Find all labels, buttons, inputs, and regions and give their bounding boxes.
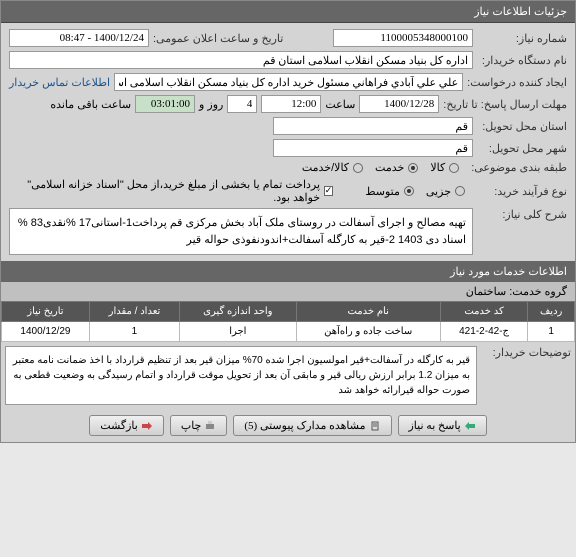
services-table: ردیف کد خدمت نام خدمت واحد اندازه گیری ت…: [1, 301, 575, 342]
deadline-time-label: ساعت: [325, 98, 355, 111]
back-button[interactable]: بازگشت: [89, 415, 164, 436]
radio-medium-dot: [404, 186, 414, 196]
group-value: ساختمان: [466, 286, 506, 298]
requester-label: ایجاد کننده درخواست:: [467, 76, 567, 89]
table-row[interactable]: 1 ج-42-2-421 ساخت جاده و راه‌آهن اجرا 1 …: [2, 322, 575, 342]
reply-icon: [464, 420, 476, 432]
radio-goods[interactable]: کالا: [430, 161, 459, 174]
summary-label: شرح کلی نیاز:: [477, 208, 567, 221]
cell-code: ج-42-2-421: [440, 322, 527, 342]
province-label: استان محل تحویل:: [477, 120, 567, 133]
services-header: اطلاعات خدمات مورد نیاز: [1, 261, 575, 282]
radio-small-dot: [455, 186, 465, 196]
panel-header: جزئیات اطلاعات نیاز: [1, 1, 575, 23]
cell-unit: اجرا: [180, 322, 297, 342]
col-code: کد خدمت: [440, 302, 527, 322]
radio-small-label: جزیی: [426, 185, 451, 198]
reply-label: پاسخ به نیاز: [409, 419, 461, 432]
process-type-label: نوع فرآیند خرید:: [477, 185, 567, 198]
notes-box: قیر به کارگله در آسفالت+قیر امولسیون اجر…: [5, 346, 477, 405]
col-row: ردیف: [528, 302, 575, 322]
cell-date: 1400/12/29: [2, 322, 90, 342]
group-label: گروه خدمت:: [509, 286, 567, 298]
radio-goods-dot: [449, 163, 459, 173]
radio-both-label: کالا/خدمت: [302, 161, 349, 174]
attachment-icon: [369, 420, 381, 432]
province-input[interactable]: [273, 117, 473, 135]
print-label: چاپ: [181, 419, 202, 432]
radio-small[interactable]: جزیی: [426, 185, 465, 198]
col-unit: واحد اندازه گیری: [180, 302, 297, 322]
deadline-label: مهلت ارسال پاسخ: تا تاریخ:: [443, 98, 567, 111]
buyer-input[interactable]: [9, 51, 473, 69]
summary-box: تهیه مصالح و اجرای آسفالت در روستای ملک …: [9, 208, 473, 255]
radio-both[interactable]: کالا/خدمت: [302, 161, 363, 174]
attachments-label: مشاهده مدارک پیوستی (5): [244, 419, 365, 432]
back-icon: [141, 420, 153, 432]
panel-title: جزئیات اطلاعات نیاز: [474, 6, 567, 18]
action-bar: پاسخ به نیاز مشاهده مدارک پیوستی (5) چاپ…: [1, 409, 575, 442]
col-date: تاریخ نیاز: [2, 302, 90, 322]
remain-label: ساعت باقی مانده: [50, 98, 131, 111]
deadline-date-input[interactable]: [359, 95, 439, 113]
cell-qty: 1: [89, 322, 179, 342]
radio-medium-label: متوسط: [365, 185, 400, 198]
radio-service-dot: [408, 163, 418, 173]
remain-time-input[interactable]: [135, 95, 195, 113]
announce-input[interactable]: [9, 29, 149, 47]
main-panel: جزئیات اطلاعات نیاز شماره نیاز: تاریخ و …: [0, 0, 576, 443]
payment-note: پرداخت تمام یا بخشی از مبلغ خرید،از محل …: [9, 178, 320, 204]
print-icon: [204, 420, 216, 432]
announce-label: تاریخ و ساعت اعلان عمومی:: [153, 32, 283, 45]
notes-label: توضیحات خریدار:: [481, 346, 571, 359]
radio-service-label: خدمت: [375, 161, 404, 174]
deadline-time-input[interactable]: [261, 95, 321, 113]
back-label: بازگشت: [100, 419, 138, 432]
col-name: نام خدمت: [296, 302, 440, 322]
payment-checkbox[interactable]: [324, 186, 333, 196]
attachments-button[interactable]: مشاهده مدارک پیوستی (5): [233, 415, 391, 436]
contact-link[interactable]: اطلاعات تماس خریدار: [9, 76, 110, 89]
reply-button[interactable]: پاسخ به نیاز: [398, 415, 487, 436]
print-button[interactable]: چاپ: [170, 415, 228, 436]
city-label: شهر محل تحویل:: [477, 142, 567, 155]
form-section: شماره نیاز: تاریخ و ساعت اعلان عمومی: نا…: [1, 23, 575, 261]
subject-type-label: طبقه بندی موضوعی:: [471, 161, 567, 174]
col-qty: تعداد / مقدار: [89, 302, 179, 322]
cell-row: 1: [528, 322, 575, 342]
need-no-label: شماره نیاز:: [477, 32, 567, 45]
radio-goods-label: کالا: [430, 161, 445, 174]
group-row: گروه خدمت: ساختمان: [1, 282, 575, 301]
buyer-label: نام دستگاه خریدار:: [477, 54, 567, 67]
need-no-input[interactable]: [333, 29, 473, 47]
cell-name: ساخت جاده و راه‌آهن: [296, 322, 440, 342]
table-header-row: ردیف کد خدمت نام خدمت واحد اندازه گیری ت…: [2, 302, 575, 322]
radio-medium[interactable]: متوسط: [365, 185, 414, 198]
days-input[interactable]: [227, 95, 257, 113]
radio-both-dot: [353, 163, 363, 173]
requester-input[interactable]: [114, 73, 463, 91]
radio-service[interactable]: خدمت: [375, 161, 418, 174]
city-input[interactable]: [273, 139, 473, 157]
days-label: روز و: [199, 98, 223, 111]
